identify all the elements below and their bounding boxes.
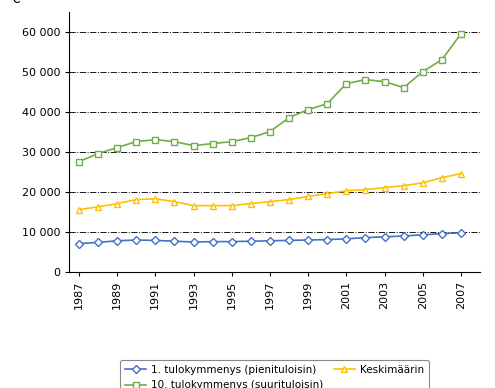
10. tulokymmenys (suurituloisin) (439, 57, 445, 62)
1. tulokymmenys (pienituloisin) (114, 239, 120, 243)
Keskimäärin (420, 180, 426, 185)
10. tulokymmenys (suurituloisin) (344, 81, 349, 86)
1. tulokymmenys (pienituloisin) (229, 239, 235, 244)
1. tulokymmenys (pienituloisin) (133, 238, 139, 242)
Legend: 1. tulokymmenys (pienituloisin), 10. tulokymmenys (suurituloisin), Keskimäärin: 1. tulokymmenys (pienituloisin), 10. tul… (120, 360, 429, 388)
10. tulokymmenys (suurituloisin) (114, 145, 120, 150)
10. tulokymmenys (suurituloisin) (305, 107, 311, 112)
Keskimäärin (152, 196, 158, 201)
Keskimäärin (171, 199, 177, 204)
Keskimäärin (286, 197, 292, 202)
Keskimäärin (114, 201, 120, 206)
Line: Keskimäärin: Keskimäärin (75, 170, 464, 213)
1. tulokymmenys (pienituloisin) (286, 238, 292, 243)
10. tulokymmenys (suurituloisin) (401, 85, 407, 90)
1. tulokymmenys (pienituloisin) (401, 234, 407, 238)
Keskimäärin (324, 191, 330, 196)
1. tulokymmenys (pienituloisin) (382, 234, 388, 239)
1. tulokymmenys (pienituloisin) (458, 230, 464, 235)
10. tulokymmenys (suurituloisin) (362, 77, 368, 82)
10. tulokymmenys (suurituloisin) (152, 137, 158, 142)
Keskimäärin (191, 203, 197, 208)
Keskimäärin (248, 201, 254, 206)
10. tulokymmenys (suurituloisin) (95, 151, 101, 156)
Keskimäärin (439, 175, 445, 180)
10. tulokymmenys (suurituloisin) (420, 69, 426, 74)
10. tulokymmenys (suurituloisin) (458, 31, 464, 36)
1. tulokymmenys (pienituloisin) (76, 241, 82, 246)
1. tulokymmenys (pienituloisin) (362, 235, 368, 240)
10. tulokymmenys (suurituloisin) (286, 115, 292, 120)
Keskimäärin (382, 185, 388, 190)
10. tulokymmenys (suurituloisin) (229, 139, 235, 144)
Keskimäärin (362, 187, 368, 192)
Keskimäärin (344, 189, 349, 193)
Keskimäärin (229, 203, 235, 208)
Keskimäärin (210, 203, 216, 208)
10. tulokymmenys (suurituloisin) (171, 139, 177, 144)
1. tulokymmenys (pienituloisin) (267, 239, 273, 243)
10. tulokymmenys (suurituloisin) (382, 79, 388, 84)
1. tulokymmenys (pienituloisin) (439, 231, 445, 236)
10. tulokymmenys (suurituloisin) (248, 135, 254, 140)
10. tulokymmenys (suurituloisin) (133, 139, 139, 144)
Keskimäärin (267, 199, 273, 204)
Keskimäärin (401, 183, 407, 188)
1. tulokymmenys (pienituloisin) (191, 240, 197, 244)
Keskimäärin (458, 171, 464, 176)
1. tulokymmenys (pienituloisin) (344, 236, 349, 241)
10. tulokymmenys (suurituloisin) (191, 143, 197, 148)
Keskimäärin (133, 197, 139, 202)
10. tulokymmenys (suurituloisin) (267, 129, 273, 134)
Keskimäärin (76, 207, 82, 212)
1. tulokymmenys (pienituloisin) (248, 239, 254, 244)
Y-axis label: €: € (11, 0, 20, 7)
10. tulokymmenys (suurituloisin) (324, 101, 330, 106)
1. tulokymmenys (pienituloisin) (210, 239, 216, 244)
1. tulokymmenys (pienituloisin) (324, 237, 330, 242)
1. tulokymmenys (pienituloisin) (171, 239, 177, 244)
10. tulokymmenys (suurituloisin) (210, 141, 216, 146)
1. tulokymmenys (pienituloisin) (152, 238, 158, 243)
1. tulokymmenys (pienituloisin) (305, 238, 311, 242)
Keskimäärin (95, 204, 101, 209)
Line: 1. tulokymmenys (pienituloisin): 1. tulokymmenys (pienituloisin) (76, 230, 464, 246)
Keskimäärin (305, 194, 311, 199)
10. tulokymmenys (suurituloisin) (76, 159, 82, 164)
Line: 10. tulokymmenys (suurituloisin): 10. tulokymmenys (suurituloisin) (75, 30, 464, 165)
1. tulokymmenys (pienituloisin) (95, 240, 101, 245)
1. tulokymmenys (pienituloisin) (420, 232, 426, 237)
